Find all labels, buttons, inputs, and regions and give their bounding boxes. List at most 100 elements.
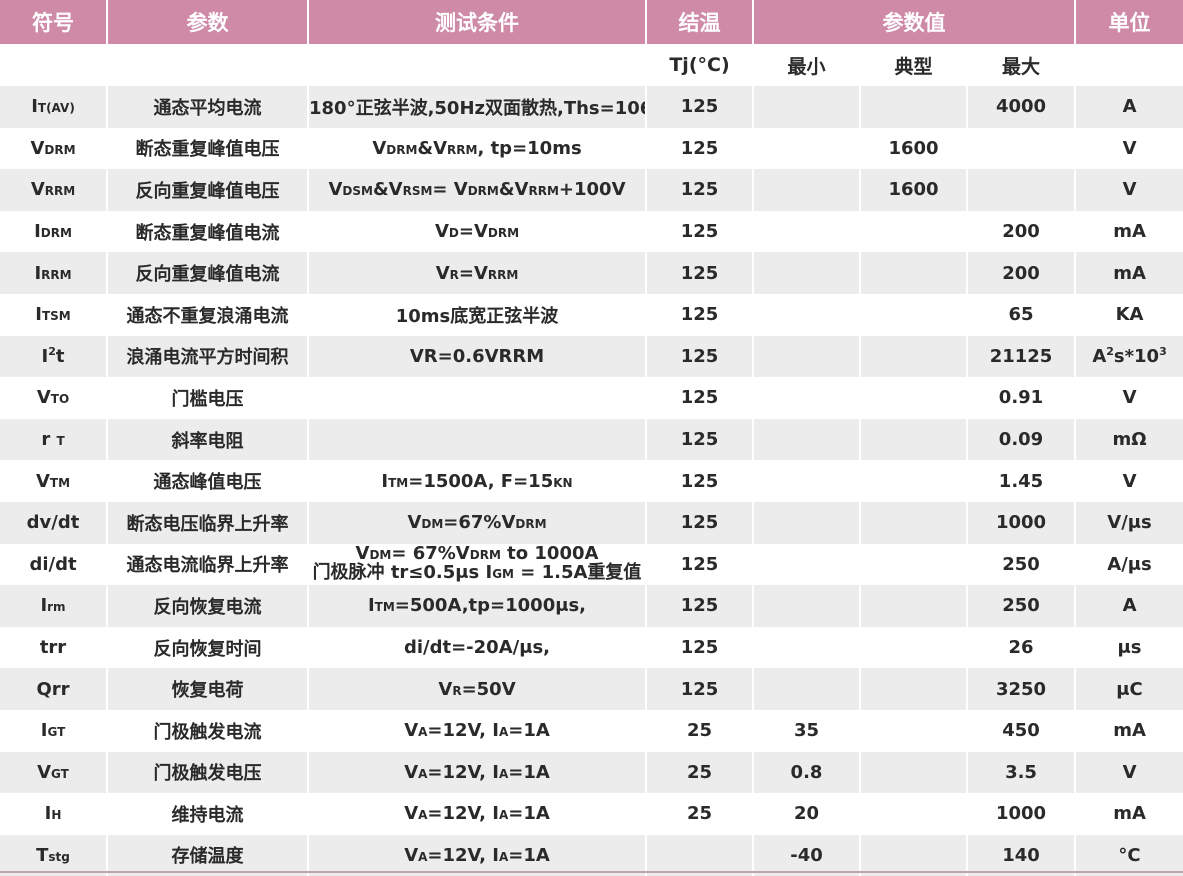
unit-cell: mΩ <box>1075 418 1183 461</box>
typ-cell <box>860 460 968 502</box>
unit-cell: V/μs <box>1075 501 1183 544</box>
max-cell: 200 <box>967 252 1077 294</box>
max-cell: 65 <box>967 293 1077 336</box>
condition-cell: VR=0.6VRRM <box>308 335 647 378</box>
parameter-cell: 断态电压临界上升率 <box>107 501 309 544</box>
tj-cell: 125 <box>646 252 754 294</box>
header-values: 参数值 <box>753 0 1077 44</box>
unit-cell: V <box>1075 127 1183 170</box>
header-symbol: 符号 <box>0 0 108 44</box>
unit-cell: A <box>1075 86 1183 128</box>
tj-cell: 125 <box>646 377 754 419</box>
parameter-cell: 门极触发电流 <box>107 709 309 752</box>
unit-cell: mA <box>1075 210 1183 253</box>
tj-cell: 125 <box>646 86 754 128</box>
condition-cell: VA=12V, IA=1A <box>308 709 647 752</box>
typ-cell <box>860 418 968 461</box>
subheader-row: Tj(°C) 最小 典型 最大 <box>0 44 1183 86</box>
table-row: VDRM 断态重复峰值电压 VDRM&VRRM, tp=10ms 125 160… <box>0 127 1183 170</box>
typ-cell <box>860 501 968 544</box>
parameter-cell: 断态重复峰值电压 <box>107 127 309 170</box>
tj-cell: 25 <box>646 709 754 752</box>
max-cell: 450 <box>967 709 1077 752</box>
parameter-cell: 存储温度 <box>107 834 309 876</box>
min-cell <box>753 418 861 461</box>
tj-cell <box>646 834 754 876</box>
unit-cell: A <box>1075 585 1183 627</box>
symbol-cell: Qrr <box>0 668 108 710</box>
table-row: Irm 反向恢复电流 ITM=500A,tp=1000μs, 125 250 A <box>0 585 1183 627</box>
subheader-min: 最小 <box>753 44 861 86</box>
condition-cell: VA=12V, IA=1A <box>308 834 647 876</box>
parameter-cell: 反向重复峰值电流 <box>107 252 309 294</box>
parameter-cell: 维持电流 <box>107 793 309 835</box>
min-cell <box>753 210 861 253</box>
max-cell: 3.5 <box>967 751 1077 794</box>
table-row: VTM 通态峰值电压 ITM=1500A, F=15KN 125 1.45 V <box>0 460 1183 502</box>
tj-cell: 125 <box>646 543 754 586</box>
parameter-cell: 反向恢复时间 <box>107 626 309 669</box>
tj-cell: 125 <box>646 210 754 253</box>
table-row: IH 维持电流 VA=12V, IA=1A 25 20 1000 mA <box>0 793 1183 835</box>
min-cell <box>753 335 861 378</box>
condition-cell: ITM=500A,tp=1000μs, <box>308 585 647 627</box>
symbol-cell: IRRM <box>0 252 108 294</box>
parameter-cell: 斜率电阻 <box>107 418 309 461</box>
bottom-rule <box>0 871 1183 873</box>
max-cell <box>967 169 1077 211</box>
table-row: di/dt 通态电流临界上升率 VDM= 67%VDRM to 1000A 门极脉… <box>0 543 1183 586</box>
symbol-cell: Tstg <box>0 834 108 876</box>
min-cell <box>753 252 861 294</box>
table-row: trr 反向恢复时间 di/dt=-20A/μs, 125 26 μs <box>0 626 1183 669</box>
subheader-tj: Tj(°C) <box>646 44 754 86</box>
parameter-cell: 通态不重复浪涌电流 <box>107 293 309 336</box>
max-cell: 1.45 <box>967 460 1077 502</box>
unit-cell: V <box>1075 460 1183 502</box>
tj-cell: 125 <box>646 460 754 502</box>
condition-cell: di/dt=-20A/μs, <box>308 626 647 669</box>
condition-cell <box>308 418 647 461</box>
min-cell: -40 <box>753 834 861 876</box>
tj-cell: 125 <box>646 335 754 378</box>
min-cell <box>753 585 861 627</box>
symbol-cell: r T <box>0 418 108 461</box>
min-cell <box>753 86 861 128</box>
table-row: IDRM 断态重复峰值电流 VD=VDRM 125 200 mA <box>0 210 1183 253</box>
min-cell <box>753 169 861 211</box>
unit-cell: KA <box>1075 293 1183 336</box>
min-cell <box>753 626 861 669</box>
min-cell <box>753 543 861 586</box>
condition-cell: VR=VRRM <box>308 252 647 294</box>
symbol-cell: ITSM <box>0 293 108 336</box>
symbol-cell: VGT <box>0 751 108 794</box>
typ-cell <box>860 709 968 752</box>
symbol-cell: IH <box>0 793 108 835</box>
parameter-cell: 门极触发电压 <box>107 751 309 794</box>
header-parameter: 参数 <box>107 0 309 44</box>
typ-cell <box>860 335 968 378</box>
unit-cell: A2s*103 <box>1075 335 1183 378</box>
unit-cell: V <box>1075 169 1183 211</box>
max-cell: 26 <box>967 626 1077 669</box>
typ-cell: 1600 <box>860 127 968 170</box>
tj-cell: 125 <box>646 127 754 170</box>
subheader-max: 最大 <box>967 44 1077 86</box>
min-cell <box>753 501 861 544</box>
tj-cell: 125 <box>646 169 754 211</box>
unit-cell: μC <box>1075 668 1183 710</box>
table-row: dv/dt 断态电压临界上升率 VDM=67%VDRM 125 1000 V/μ… <box>0 501 1183 544</box>
table-row: VRRM 反向重复峰值电压 VDSM&VRSM= VDRM&VRRM+100V … <box>0 169 1183 211</box>
condition-cell: VA=12V, IA=1A <box>308 751 647 794</box>
min-cell <box>753 293 861 336</box>
symbol-cell: VTO <box>0 377 108 419</box>
condition-cell: VDSM&VRSM= VDRM&VRRM+100V <box>308 169 647 211</box>
tj-cell: 125 <box>646 501 754 544</box>
max-cell: 1000 <box>967 793 1077 835</box>
tj-cell: 125 <box>646 418 754 461</box>
unit-cell: μs <box>1075 626 1183 669</box>
max-cell: 200 <box>967 210 1077 253</box>
header-row: 符号 参数 测试条件 结温 参数值 单位 <box>0 0 1183 44</box>
unit-cell: °C <box>1075 834 1183 876</box>
max-cell: 3250 <box>967 668 1077 710</box>
typ-cell <box>860 210 968 253</box>
